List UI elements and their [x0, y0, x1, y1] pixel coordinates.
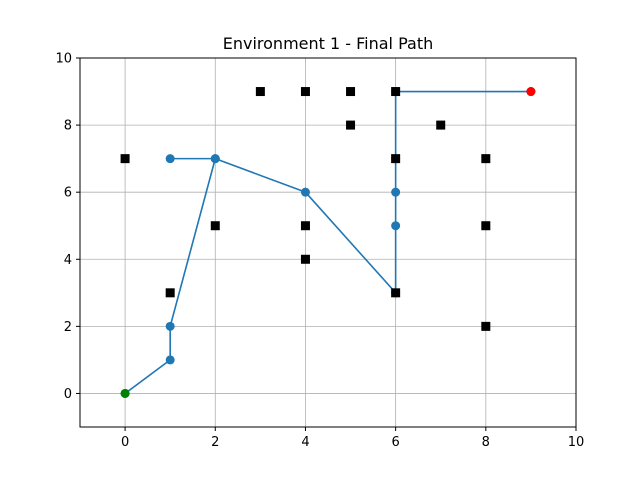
axis-ticks: 0 2 4 6 8 10 0 2 4 6 8 10 [55, 52, 584, 451]
obstacle-marker [300, 254, 310, 264]
x-tick-label: 2 [211, 435, 219, 450]
path-point [165, 321, 175, 331]
obstacle-series [120, 87, 491, 331]
plot-frame [79, 57, 577, 428]
start-point [120, 388, 130, 398]
endpoint-markers [120, 87, 536, 398]
y-tick-label: 8 [64, 119, 72, 134]
path-point [300, 187, 310, 197]
x-tick-label: 8 [482, 435, 490, 450]
path-point [165, 355, 175, 365]
x-tick-label: 0 [121, 435, 129, 450]
x-tick-label: 6 [391, 435, 399, 450]
obstacle-marker [120, 154, 130, 164]
x-tick-label: 4 [301, 435, 309, 450]
obstacle-marker [436, 120, 446, 130]
path-point [165, 154, 175, 164]
obstacle-marker [165, 288, 175, 298]
obstacle-marker [300, 221, 310, 231]
path-point [391, 187, 401, 197]
obstacle-marker [255, 87, 265, 97]
y-tick-label: 0 [64, 387, 72, 402]
obstacle-marker [481, 321, 491, 331]
goal-point [526, 87, 536, 97]
y-tick-label: 6 [64, 186, 72, 201]
obstacle-marker [391, 87, 401, 97]
path-point [391, 221, 401, 231]
y-tick-label: 10 [55, 52, 72, 67]
chart-title: Environment 1 - Final Path [223, 34, 433, 53]
obstacle-marker [300, 87, 310, 97]
obstacle-marker [391, 288, 401, 298]
obstacle-marker [391, 154, 401, 164]
y-tick-label: 4 [64, 253, 72, 268]
y-tick-label: 2 [64, 320, 72, 335]
path-point [210, 154, 220, 164]
obstacle-marker [346, 87, 356, 97]
x-tick-label: 10 [568, 435, 585, 450]
obstacle-marker [346, 120, 356, 130]
obstacle-marker [481, 154, 491, 164]
obstacle-marker [210, 221, 220, 231]
obstacle-marker [481, 221, 491, 231]
